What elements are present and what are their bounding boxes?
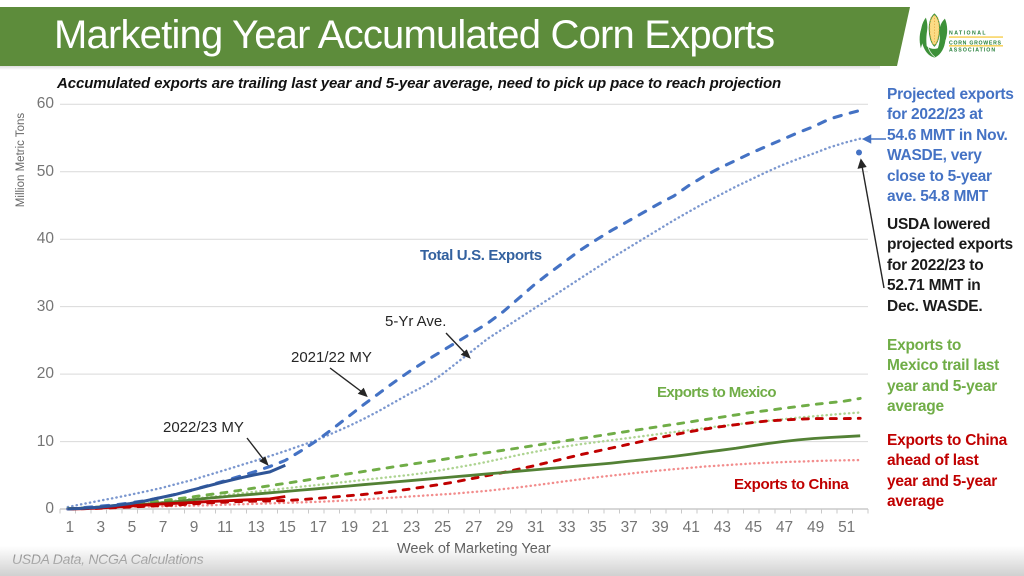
svg-text:NATIONAL: NATIONAL (949, 31, 987, 37)
svg-text:ASSOCIATION: ASSOCIATION (949, 48, 996, 54)
svg-text:CORN GROWERS: CORN GROWERS (949, 40, 1002, 46)
